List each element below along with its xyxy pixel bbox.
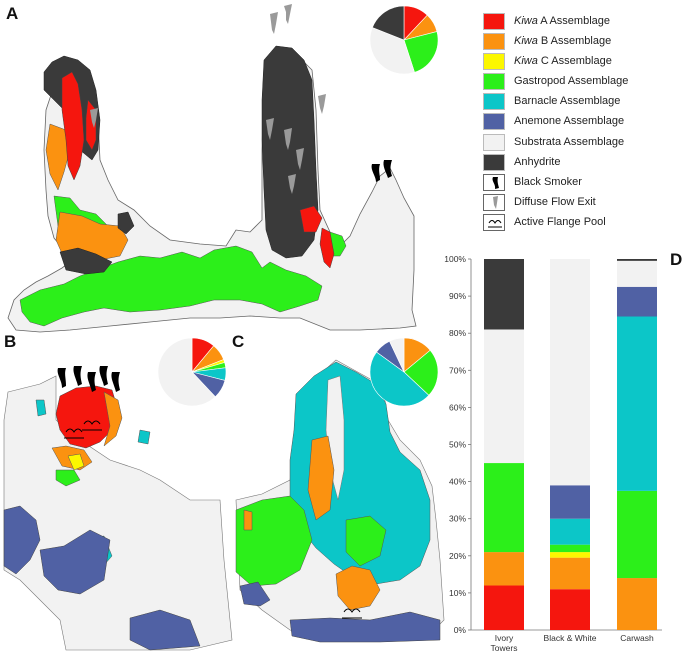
x-category-label: Towers — [491, 643, 518, 653]
bar-segment-kiwa-b — [550, 557, 590, 590]
legend-swatch — [483, 33, 505, 51]
bar-segment-kiwa-a — [484, 585, 524, 630]
legend-label: Substrata Assemblage — [514, 135, 625, 148]
y-tick-label: 60% — [449, 402, 466, 412]
y-tick-label: 70% — [449, 365, 466, 375]
flange-pool-icon — [483, 213, 505, 231]
legend-label: Gastropod Assemblage — [514, 75, 629, 88]
legend-item-substrata: Substrata Assemblage — [483, 133, 683, 153]
y-tick-label: 30% — [449, 514, 466, 524]
bar-segment-anhydrite — [617, 259, 657, 261]
legend-item-barnacle: Barnacle Assemblage — [483, 92, 683, 112]
legend-label: Active Flange Pool — [514, 215, 606, 228]
bar-segment-substrata — [550, 259, 590, 486]
y-tick-label: 50% — [449, 440, 466, 450]
legend-item-flange-pool: Active Flange Pool — [483, 213, 683, 233]
y-tick-label: 100% — [444, 254, 466, 264]
bar-segment-kiwa-a — [550, 589, 590, 630]
legend-swatch — [483, 153, 505, 171]
panel-label-d: D — [670, 250, 683, 269]
bar-segment-kiwa-b — [484, 552, 524, 586]
bar-segment-anhydrite — [484, 259, 524, 330]
legend-label: Anemone Assemblage — [514, 115, 625, 128]
legend-swatch — [483, 93, 505, 111]
panel-label-c: C — [232, 332, 245, 351]
legend-swatch — [483, 133, 505, 151]
bar-segment-substrata — [484, 329, 524, 464]
legend-item-anemone: Anemone Assemblage — [483, 112, 683, 132]
bar-segment-gastropod — [484, 463, 524, 553]
panel-label-b: B — [4, 332, 17, 351]
bar-segment-anemone — [550, 485, 590, 519]
bar-segment-barnacle — [550, 518, 590, 545]
y-tick-label: 10% — [449, 588, 466, 598]
bar-segment-anemone — [617, 286, 657, 317]
x-category-label: Carwash — [620, 633, 654, 643]
y-tick-label: 90% — [449, 291, 466, 301]
legend-swatch — [483, 73, 505, 91]
bar-segment-kiwa-b — [617, 578, 657, 630]
bar-segment-substrata — [617, 260, 657, 287]
legend-item-kiwa-c: Kiwa C Assemblage — [483, 52, 683, 72]
legend-label: Kiwa B Assemblage — [514, 35, 612, 48]
legend-swatch — [483, 13, 505, 30]
x-category-label: Black & White — [544, 633, 597, 643]
legend-item-gastropod: Gastropod Assemblage — [483, 72, 683, 92]
black-smoker-icon — [483, 173, 505, 191]
legend-label: Barnacle Assemblage — [514, 95, 621, 108]
legend-label: Black Smoker — [514, 175, 582, 188]
bar-segment-barnacle — [617, 316, 657, 491]
legend-item-black-smoker: Black Smoker — [483, 173, 683, 193]
bar-segment-kiwa-c — [550, 552, 590, 558]
legend-label: Diffuse Flow Exit — [514, 195, 596, 208]
panel-label-a: A — [6, 4, 19, 23]
y-tick-label: 0% — [454, 625, 467, 635]
y-tick-label: 40% — [449, 477, 466, 487]
legend-swatch — [483, 53, 505, 71]
legend: Kiwa A Assemblage Kiwa B Assemblage Kiwa C… — [483, 12, 683, 233]
legend-label: Kiwa A Assemblage — [514, 15, 611, 27]
y-tick-label: 20% — [449, 551, 466, 561]
legend-item-anhydrite: Anhydrite — [483, 153, 683, 173]
bar-segment-gastropod — [617, 490, 657, 579]
y-tick-label: 80% — [449, 328, 466, 338]
legend-swatch — [483, 113, 505, 131]
legend-item-diffuse-flow: Diffuse Flow Exit — [483, 193, 683, 213]
bar-segment-gastropod — [550, 544, 590, 553]
legend-label: Kiwa C Assemblage — [514, 55, 612, 68]
legend-label: Anhydrite — [514, 155, 561, 168]
diffuse-flow-icon — [483, 193, 505, 211]
legend-item-kiwa-b: Kiwa B Assemblage — [483, 32, 683, 52]
legend-item-kiwa-a: Kiwa A Assemblage — [483, 12, 683, 32]
x-category-label: Ivory — [495, 633, 514, 643]
